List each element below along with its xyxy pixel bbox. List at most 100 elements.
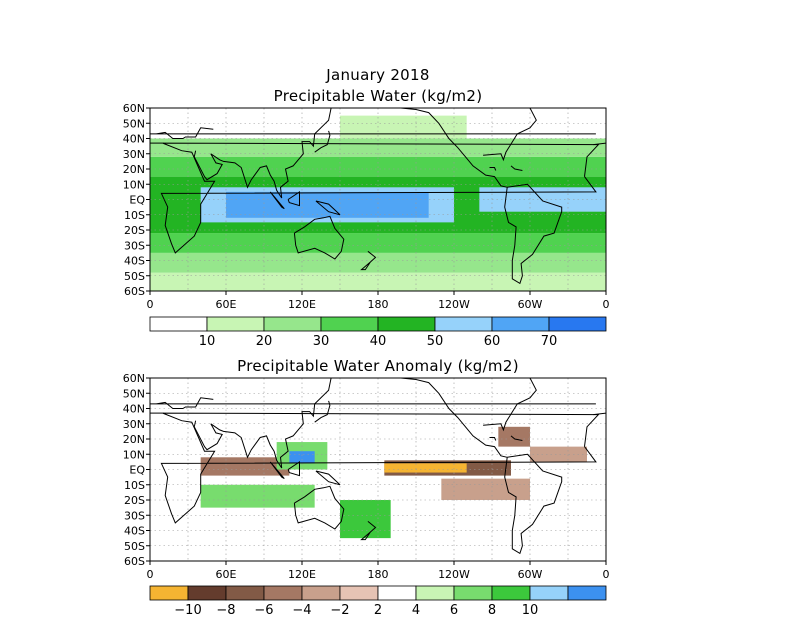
map1-lat-tick-label: 30N (123, 148, 145, 161)
map2-coastline (150, 397, 596, 409)
map1-lon-tick-label: 0 (603, 298, 610, 311)
map2-lon-tick-label: 60W (518, 568, 543, 581)
map1-coastline (293, 215, 345, 260)
map1-coastline (504, 183, 563, 285)
map2-lon-tick-label: 0 (603, 568, 610, 581)
map1-coastline (269, 191, 285, 210)
map1-lat-tick-label: 40N (123, 133, 145, 146)
map1-coastline (593, 142, 606, 146)
colorbar2-swatch (377, 585, 417, 601)
map1-coastline (193, 108, 332, 199)
map2-lat-tick-label: 20S (124, 494, 145, 507)
map1-lon-tick-label: 120W (438, 298, 470, 311)
colorbar1-label: 40 (370, 334, 387, 349)
colorbar2-label: −2 (330, 603, 349, 618)
colorbar1-swatch (377, 316, 436, 332)
map2-lat-tick-label: EQ (129, 464, 145, 477)
colorbar2-swatch (339, 585, 379, 601)
colorbar2-swatch (263, 585, 303, 601)
colorbar2-swatch (225, 585, 265, 601)
map1-coastline (489, 167, 497, 171)
map2-title: Precipitable Water Anomaly (kg/m2) (237, 357, 519, 375)
colorbar2-swatch (453, 585, 493, 601)
map2-coastline (293, 485, 345, 530)
map2-lat-tick-label: 30N (123, 418, 145, 431)
colorbar2-swatch (491, 585, 531, 601)
colorbar2-label: 4 (412, 603, 420, 618)
map2-lat-tick-label: 50S (124, 540, 145, 553)
map2-coastline (269, 461, 285, 480)
map2-lat-tick-label: 10S (124, 479, 145, 492)
map2-region (340, 500, 391, 539)
map2-region (441, 478, 530, 500)
map1-coastline (360, 250, 377, 271)
colorbar1-swatch (434, 316, 493, 332)
map2-coastline (483, 378, 537, 432)
map1-subtitle: Precipitable Water (kg/m2) (273, 87, 483, 105)
map2-coastline (315, 470, 341, 486)
map2-region (498, 426, 530, 447)
colorbar2-label: 2 (374, 603, 382, 618)
map1-coastline (287, 190, 300, 207)
colorbar1-label: 10 (199, 334, 216, 349)
colorbar1-swatch (149, 316, 208, 332)
map1-coastline (400, 108, 508, 188)
colorbar2-label: −8 (216, 603, 235, 618)
map1-lon-tick-label: 60W (518, 298, 543, 311)
map1-lon-tick-label: 0 (147, 298, 154, 311)
colorbar2-swatch (567, 585, 607, 601)
colorbar2-swatch (415, 585, 455, 601)
map1-lon-tick-label: 60E (216, 298, 237, 311)
colorbar1-swatch (548, 316, 607, 332)
map2-region (289, 451, 315, 464)
map2-coastline (593, 412, 606, 416)
map1-coastline (150, 127, 596, 139)
map2-coastline (510, 435, 523, 441)
colorbar1-swatch (206, 316, 265, 332)
colorbar1-label: 20 (256, 334, 273, 349)
map2-region (200, 457, 290, 476)
map2-coastline (504, 453, 563, 555)
map1-lat-tick-label: 40S (124, 255, 145, 268)
map2-lon-tick-label: 0 (147, 568, 154, 581)
colorbar2-swatch (187, 585, 227, 601)
map2-lat-tick-label: 50N (123, 387, 145, 400)
map2-lat-tick-label: 30S (124, 509, 145, 522)
colorbar1-swatch (263, 316, 322, 332)
map2-lon-tick-label: 180 (368, 568, 389, 581)
map1-coastline (510, 165, 523, 171)
map2-lat-tick-label: 40N (123, 403, 145, 416)
map2-coastline (360, 521, 377, 541)
map2-coastline (400, 378, 508, 458)
map2-lat-tick-label: 60S (124, 555, 145, 568)
map1-region (340, 115, 467, 139)
map1-lat-tick-label: 60N (123, 102, 145, 115)
map2-lon-tick-label: 60E (216, 568, 237, 581)
colorbar2-label: 8 (488, 603, 496, 618)
map2-lat-tick-label: 10N (123, 448, 145, 461)
colorbar2-label: −6 (254, 603, 273, 618)
colorbar1: 10 20 30 40 50 60 70 (149, 316, 607, 349)
map2-coastline (314, 400, 331, 423)
colorbar1-label: 70 (541, 334, 558, 349)
map1-lat-tick-label: 50N (123, 117, 145, 130)
map1-lat-tick-label: EQ (129, 194, 145, 207)
colorbar2-label: 6 (450, 603, 458, 618)
map2-coastline (193, 378, 332, 469)
colorbar2-swatch (301, 585, 341, 601)
map2-coastline (160, 412, 600, 524)
map1-title: January 2018 (326, 66, 430, 84)
colorbar1-swatch (491, 316, 550, 332)
map1-region (175, 138, 455, 157)
map1-coastline (160, 142, 600, 254)
colorbar1-label: 30 (313, 334, 330, 349)
map1-lon-tick-label: 180 (368, 298, 389, 311)
map1-region (150, 272, 606, 291)
map1-coastline (483, 108, 537, 162)
map1-coastline (314, 130, 331, 153)
map2-lon-tick-label: 120E (288, 568, 316, 581)
map2-lon-tick-label: 120W (438, 568, 470, 581)
